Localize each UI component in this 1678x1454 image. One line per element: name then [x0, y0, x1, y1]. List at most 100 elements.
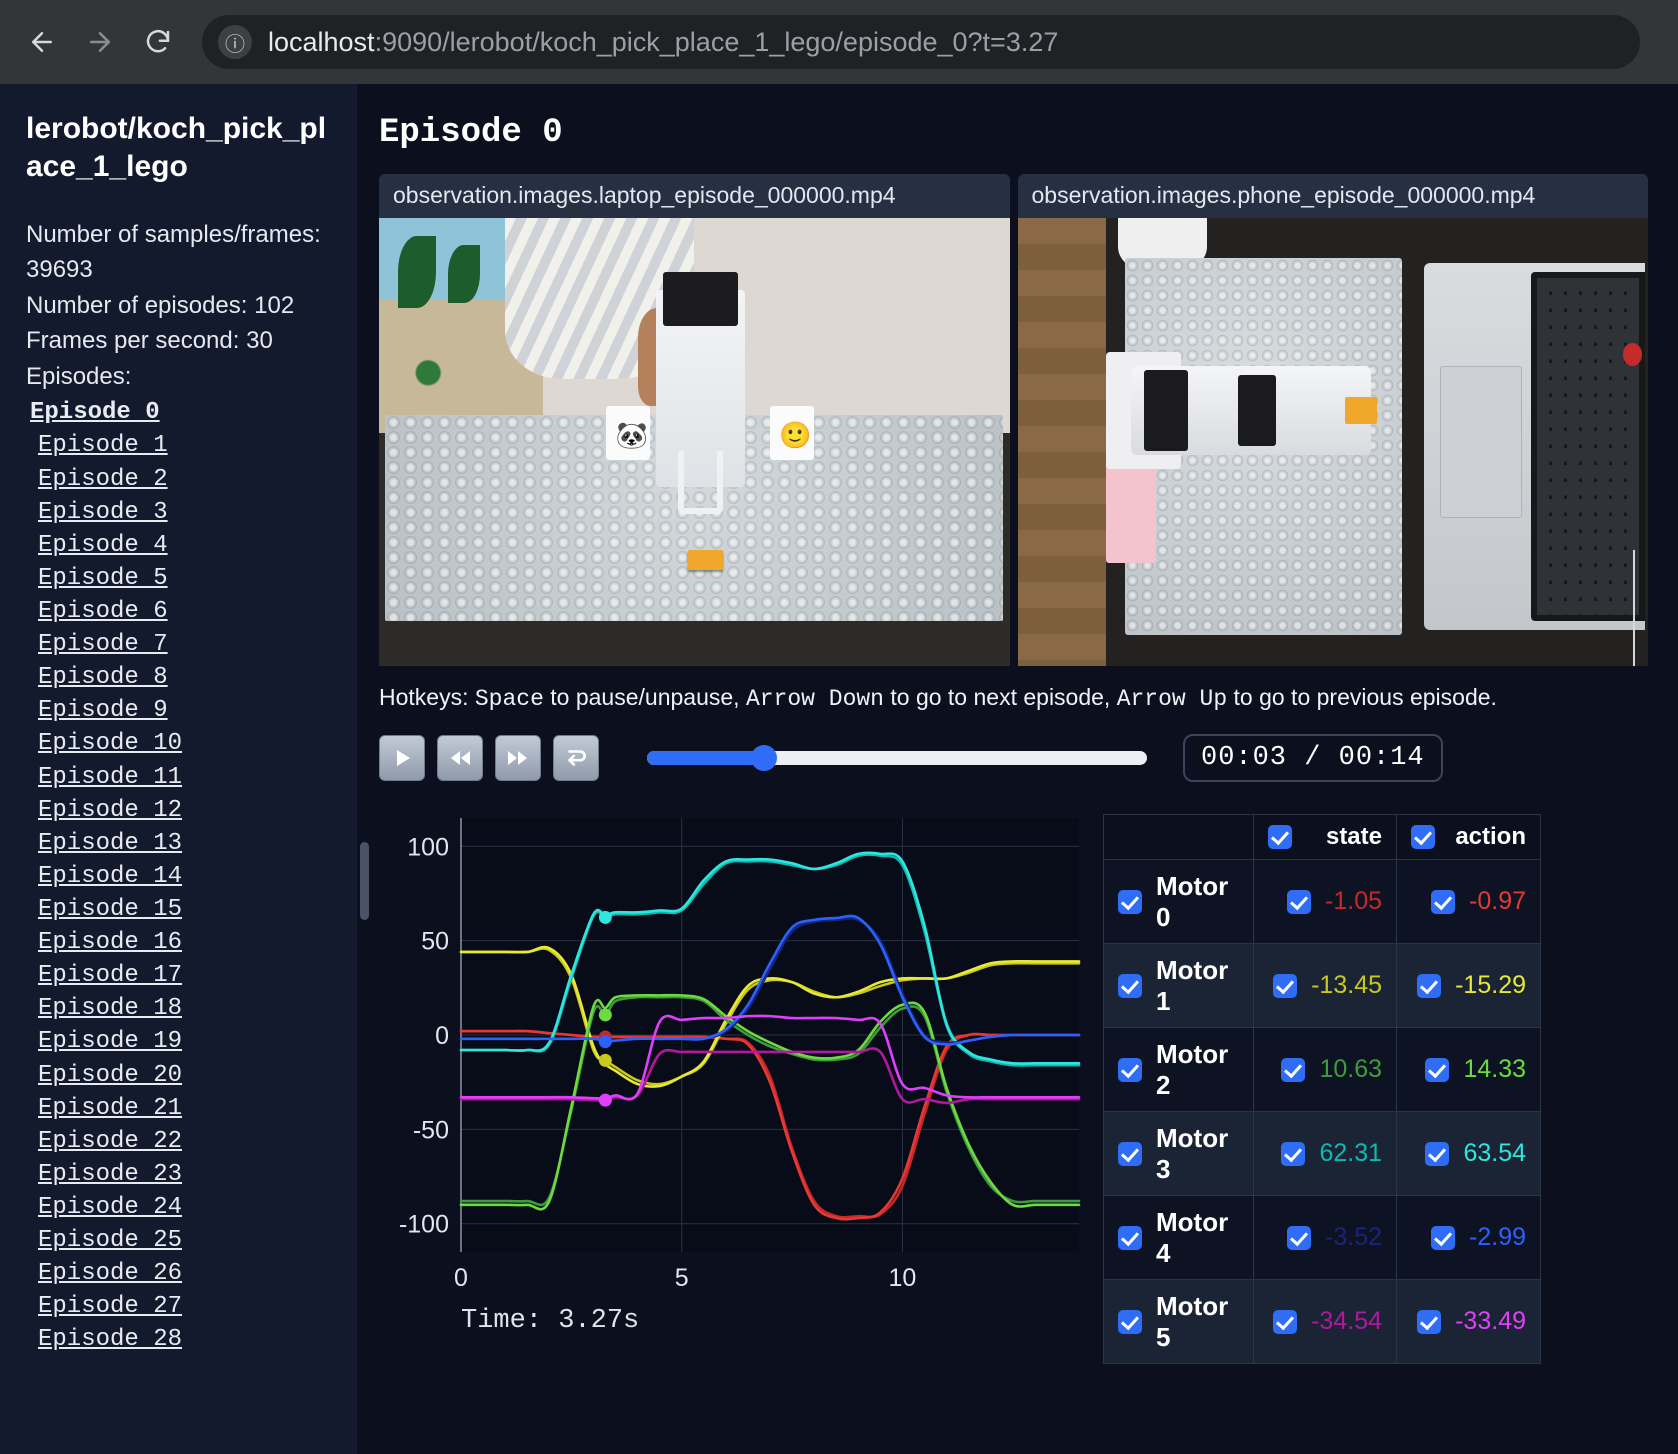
motor-0-state-checkbox[interactable] — [1287, 889, 1312, 914]
episode-link-8[interactable]: Episode 8 — [38, 664, 168, 692]
episode-link-27[interactable]: Episode 27 — [38, 1293, 183, 1321]
rewind-button[interactable] — [437, 735, 483, 781]
header-state: state — [1253, 814, 1397, 860]
episode-heading: Episode 0 — [379, 114, 563, 152]
episode-link-4[interactable]: Episode 4 — [38, 531, 168, 559]
toggle-all-action-checkbox[interactable] — [1411, 825, 1435, 849]
seek-thumb[interactable] — [750, 745, 777, 771]
episode-link-13[interactable]: Episode 13 — [38, 829, 183, 857]
toggle-all-state-checkbox[interactable] — [1268, 825, 1292, 849]
episode-link-7[interactable]: Episode 7 — [38, 631, 168, 659]
episode-link-15[interactable]: Episode 15 — [38, 896, 183, 923]
video-controls: 00:03 / 00:14 — [379, 734, 1648, 782]
motor-3-label: Motor 3 — [1156, 1122, 1229, 1184]
motor-4-action-checkbox[interactable] — [1431, 1225, 1456, 1250]
motor-3-action-value: 63.54 — [1463, 1139, 1526, 1167]
episode-link-21[interactable]: Episode 21 — [38, 1094, 183, 1122]
episode-link-22[interactable]: Episode 22 — [38, 1127, 183, 1155]
motor-0-action-checkbox[interactable] — [1431, 889, 1456, 914]
episode-link-9[interactable]: Episode 9 — [38, 697, 168, 725]
episode-link-5[interactable]: Episode 5 — [38, 564, 168, 592]
video-grid: observation.images.laptop_episode_000000… — [379, 174, 1648, 666]
motor-3-action-checkbox[interactable] — [1425, 1141, 1450, 1166]
motor-3-checkbox[interactable] — [1118, 1141, 1142, 1166]
action-cell: -0.97 — [1396, 859, 1541, 944]
motor-0-checkbox[interactable] — [1118, 889, 1142, 914]
site-info-icon[interactable]: ⓘ — [218, 25, 252, 59]
url-text: localhost:9090/lerobot/koch_pick_place_1… — [268, 27, 1058, 58]
motor-5-action-checkbox[interactable] — [1417, 1309, 1442, 1334]
white-box-right — [769, 406, 815, 460]
motor-4-state-checkbox[interactable] — [1287, 1225, 1312, 1250]
episode-link-3[interactable]: Episode 3 — [38, 498, 168, 526]
video-phone[interactable] — [1017, 218, 1648, 666]
episode-link-12[interactable]: Episode 12 — [38, 796, 183, 824]
motor-1-action-checkbox[interactable] — [1417, 973, 1442, 998]
motor-0-action-value: -0.97 — [1469, 887, 1526, 915]
episode-link-14[interactable]: Episode 14 — [38, 862, 183, 890]
episode-link-20[interactable]: Episode 20 — [38, 1061, 183, 1089]
video-panel-phone: observation.images.phone_episode_000000.… — [1017, 174, 1648, 666]
hotkey-space: Space — [474, 686, 544, 712]
video-laptop[interactable]: 🐼 🙂 — [379, 218, 1010, 666]
motor-5-label: Motor 5 — [1156, 1290, 1229, 1352]
episode-link-17[interactable]: Episode 17 — [38, 962, 183, 990]
episode-link-24[interactable]: Episode 24 — [38, 1193, 183, 1221]
episode-link-28[interactable]: Episode 28 — [38, 1326, 183, 1354]
episode-link-11[interactable]: Episode 11 — [38, 763, 183, 791]
seek-bar[interactable] — [647, 735, 1147, 781]
chart-time-label: Time: 3.27s — [461, 1306, 640, 1336]
data-section: -100 -50 0 50 100 0 5 10 Time: 3.27s state — [379, 800, 1648, 1364]
episode-link-6[interactable]: Episode 6 — [38, 598, 168, 626]
episode-link-10[interactable]: Episode 10 — [38, 730, 183, 758]
motor-3-state-checkbox[interactable] — [1281, 1141, 1306, 1166]
hotkey-arrow-up: Arrow Up — [1116, 686, 1228, 712]
episode-link-1[interactable]: Episode 1 — [38, 432, 168, 460]
state-cell: 62.31 — [1253, 1111, 1397, 1196]
episode-link-19[interactable]: Episode 19 — [38, 1028, 183, 1056]
play-button[interactable] — [379, 735, 425, 781]
fast-forward-button[interactable] — [495, 735, 541, 781]
motor-2-checkbox[interactable] — [1118, 1057, 1142, 1082]
y-tick-label: -100 — [399, 1211, 449, 1239]
address-bar[interactable]: ⓘ localhost:9090/lerobot/koch_pick_place… — [202, 15, 1640, 69]
motor-1-checkbox[interactable] — [1118, 973, 1142, 998]
motor-cell: Motor 3 — [1103, 1111, 1254, 1196]
motor-4-checkbox[interactable] — [1118, 1225, 1142, 1250]
motor-1-state-checkbox[interactable] — [1273, 973, 1298, 998]
motor-5-checkbox[interactable] — [1118, 1309, 1142, 1334]
chart-line-7 — [459, 851, 1081, 1065]
palm-leaf — [397, 235, 436, 308]
url-host: localhost — [268, 26, 375, 57]
cable — [1633, 549, 1636, 666]
episode-link-2[interactable]: Episode 2 — [38, 465, 168, 493]
motor-5-state-checkbox[interactable] — [1273, 1309, 1298, 1334]
motor-timeseries-chart[interactable]: -100 -50 0 50 100 0 5 10 — [379, 800, 1085, 1300]
state-cell: -3.52 — [1253, 1195, 1397, 1280]
reload-button[interactable] — [134, 18, 182, 66]
episode-link-25[interactable]: Episode 25 — [38, 1227, 183, 1255]
chart-container: -100 -50 0 50 100 0 5 10 Time: 3.27s — [379, 800, 1085, 1336]
hotkeys-text-2: to go to next episode, — [883, 684, 1117, 710]
episodes-label: Episodes: — [26, 362, 132, 390]
motor-2-action-checkbox[interactable] — [1425, 1057, 1450, 1082]
forward-button[interactable] — [76, 18, 124, 66]
action-cell: -2.99 — [1396, 1195, 1541, 1280]
episode-link-18[interactable]: Episode 18 — [38, 995, 183, 1023]
cursor-point-4 — [598, 1035, 612, 1049]
episode-link-0[interactable]: Episode 0 — [30, 399, 160, 427]
loop-button[interactable] — [553, 735, 599, 781]
url-path: :9090/lerobot/koch_pick_place_1_lego/epi… — [374, 26, 1059, 57]
episode-link-16[interactable]: Episode 16 — [38, 929, 183, 957]
sidebar-resize-handle[interactable] — [360, 842, 369, 920]
seek-track[interactable] — [647, 745, 1147, 771]
motor-3-state-value: 62.31 — [1319, 1139, 1382, 1167]
page-scrollbar[interactable] — [1664, 84, 1678, 1454]
episode-link-26[interactable]: Episode 26 — [38, 1260, 183, 1288]
chart-line-10 — [459, 1047, 1081, 1105]
motor-2-state-checkbox[interactable] — [1281, 1057, 1306, 1082]
lego-brick — [1345, 397, 1377, 425]
back-button[interactable] — [18, 18, 66, 66]
header-action: action — [1396, 814, 1541, 860]
episode-link-23[interactable]: Episode 23 — [38, 1160, 183, 1188]
